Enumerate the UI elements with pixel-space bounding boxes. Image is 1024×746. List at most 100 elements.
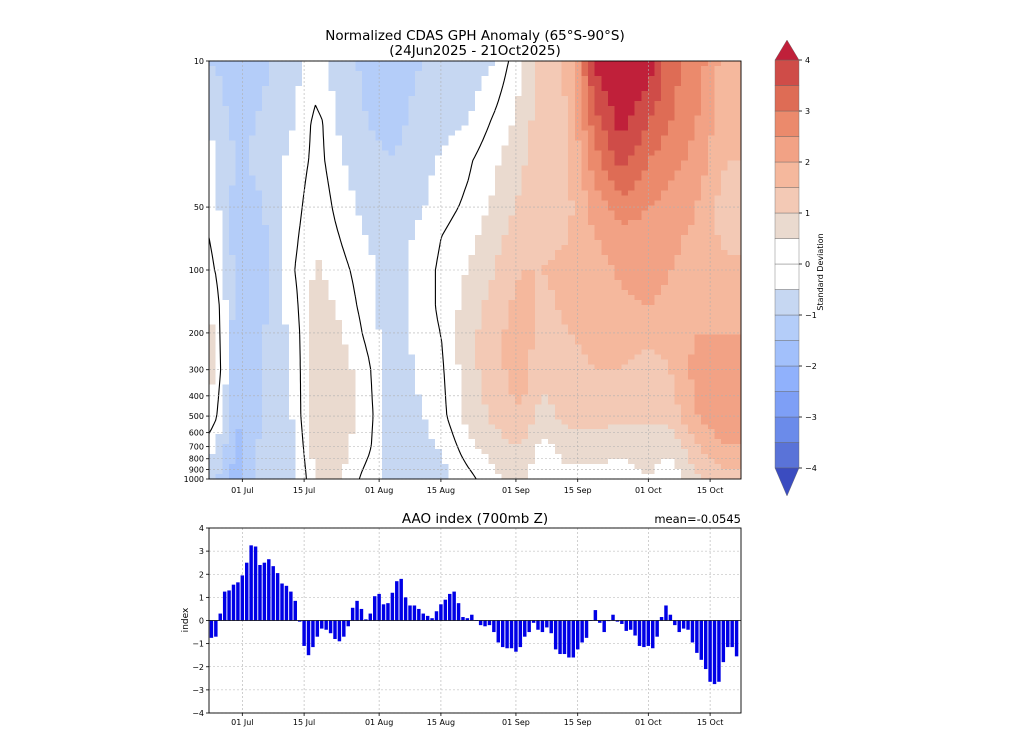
anomaly-cell <box>328 274 336 281</box>
anomaly-cell <box>222 270 230 276</box>
anomaly-cell <box>594 284 602 291</box>
anomaly-cell <box>209 65 217 72</box>
anomaly-cell <box>308 409 316 415</box>
anomaly-cell <box>481 150 489 156</box>
anomaly-cell <box>508 374 516 380</box>
anomaly-cell <box>488 364 496 370</box>
anomaly-cell <box>282 359 290 365</box>
anomaly-cell <box>594 404 602 410</box>
anomaly-cell <box>302 374 310 380</box>
anomaly-cell <box>468 289 476 296</box>
anomaly-cell <box>455 414 463 420</box>
anomaly-cell <box>248 324 256 331</box>
anomaly-cell <box>395 170 403 176</box>
anomaly-cell <box>401 110 409 117</box>
anomaly-cell <box>494 404 502 410</box>
anomaly-cell <box>588 424 596 430</box>
anomaly-cell <box>282 115 290 122</box>
anomaly-cell <box>248 334 256 341</box>
anomaly-cell <box>235 439 243 445</box>
anomaly-cell <box>268 339 276 346</box>
anomaly-cell <box>488 190 496 196</box>
anomaly-cell <box>248 354 256 360</box>
anomaly-cell <box>368 165 376 171</box>
anomaly-cell <box>328 65 336 72</box>
anomaly-cell <box>488 444 496 450</box>
anomaly-cell <box>475 394 483 400</box>
anomaly-cell <box>408 439 416 445</box>
anomaly-cell <box>268 200 276 206</box>
anomaly-cell <box>262 175 270 181</box>
anomaly-cell <box>448 155 456 161</box>
anomaly-cell <box>228 444 236 450</box>
anomaly-cell <box>514 359 522 365</box>
anomaly-cell <box>235 279 243 286</box>
anomaly-cell <box>275 344 283 351</box>
anomaly-cell <box>415 190 423 196</box>
anomaly-cell <box>481 404 489 410</box>
anomaly-cell <box>461 130 469 137</box>
anomaly-cell <box>588 115 596 122</box>
anomaly-cell <box>228 105 236 112</box>
anomaly-cell <box>488 344 496 351</box>
anomaly-cell <box>421 389 429 395</box>
anomaly-cell <box>581 434 589 440</box>
anomaly-cell <box>534 364 542 370</box>
anomaly-cell <box>282 324 290 331</box>
anomaly-cell <box>255 175 263 181</box>
anomaly-cell <box>421 220 429 226</box>
anomaly-cell <box>248 454 256 460</box>
anomaly-cell <box>228 349 236 355</box>
anomaly-cell <box>481 70 489 77</box>
anomaly-cell <box>421 70 429 77</box>
anomaly-cell <box>342 180 350 186</box>
anomaly-cell <box>335 130 343 137</box>
anomaly-cell <box>488 65 496 72</box>
anomaly-cell <box>222 274 230 281</box>
anomaly-cell <box>248 329 256 336</box>
anomaly-cell <box>215 454 223 460</box>
anomaly-cell <box>282 449 290 455</box>
anomaly-cell <box>361 215 369 221</box>
anomaly-cell <box>222 289 230 296</box>
anomaly-cell <box>428 469 436 475</box>
anomaly-cell <box>455 65 463 72</box>
anomaly-cell <box>335 100 343 107</box>
anomaly-cell <box>361 394 369 400</box>
anomaly-cell <box>548 185 556 191</box>
anomaly-cell <box>574 100 582 107</box>
anomaly-cell <box>228 215 236 221</box>
anomaly-cell <box>594 185 602 191</box>
anomaly-cell <box>428 75 436 82</box>
anomaly-cell <box>308 369 316 375</box>
anomaly-cell <box>255 384 263 390</box>
anomaly-cell <box>388 160 396 166</box>
anomaly-cell <box>428 434 436 440</box>
anomaly-cell <box>574 389 582 395</box>
anomaly-cell <box>355 235 363 241</box>
anomaly-cell <box>368 245 376 251</box>
anomaly-cell <box>548 150 556 156</box>
anomaly-cell <box>428 61 436 67</box>
anomaly-cell <box>541 409 549 415</box>
anomaly-cell <box>288 409 296 415</box>
anomaly-cell <box>248 100 256 107</box>
anomaly-cell <box>375 120 383 127</box>
anomaly-cell <box>541 210 549 216</box>
anomaly-cell <box>209 459 217 465</box>
anomaly-cell <box>494 90 502 97</box>
anomaly-cell <box>594 354 602 360</box>
anomaly-cell <box>415 245 423 251</box>
anomaly-cell <box>481 200 489 206</box>
anomaly-cell <box>588 135 596 142</box>
anomaly-cell <box>501 215 509 221</box>
anomaly-cell <box>448 299 456 306</box>
anomaly-cell <box>262 374 270 380</box>
anomaly-cell <box>255 61 263 67</box>
anomaly-cell <box>448 434 456 440</box>
anomaly-cell <box>361 205 369 211</box>
anomaly-cell <box>255 309 263 316</box>
anomaly-cell <box>528 180 536 186</box>
anomaly-cell <box>248 220 256 226</box>
anomaly-cell <box>514 160 522 166</box>
